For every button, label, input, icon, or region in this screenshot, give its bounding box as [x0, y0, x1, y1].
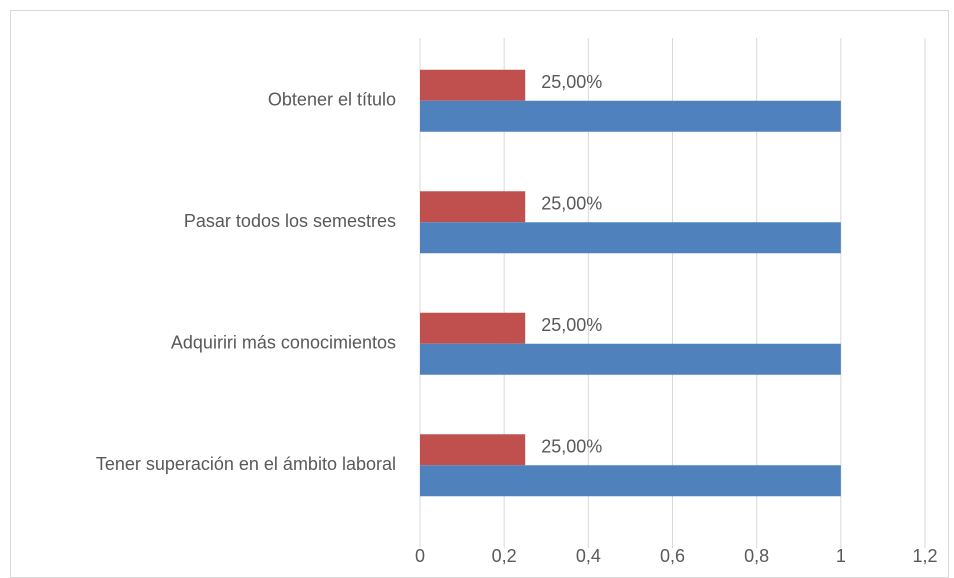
x-tick-label: 0,6: [660, 546, 685, 566]
x-tick-label: 1,2: [912, 546, 937, 566]
data-label: 25,00%: [541, 437, 602, 457]
data-label: 25,00%: [541, 72, 602, 92]
data-label: 25,00%: [541, 194, 602, 214]
y-tick-label: Pasar todos los semestres: [184, 211, 396, 231]
y-tick-label: Obtener el título: [268, 90, 396, 110]
bar: [420, 343, 841, 375]
bar: [420, 191, 526, 223]
x-tick-label: 0,2: [492, 546, 517, 566]
bar: [420, 100, 841, 132]
bar: [420, 434, 526, 466]
y-tick-label: Adquiriri más conocimientos: [171, 333, 396, 353]
x-tick-label: 0,4: [576, 546, 601, 566]
bar: [420, 222, 841, 254]
bar: [420, 465, 841, 497]
bar: [420, 69, 526, 101]
x-tick-label: 1: [836, 546, 846, 566]
x-tick-label: 0: [415, 546, 425, 566]
data-label: 25,00%: [541, 315, 602, 335]
y-tick-label: Tener superación en el ámbito laboral: [96, 454, 396, 474]
x-tick-label: 0,8: [744, 546, 769, 566]
bar: [420, 312, 526, 344]
